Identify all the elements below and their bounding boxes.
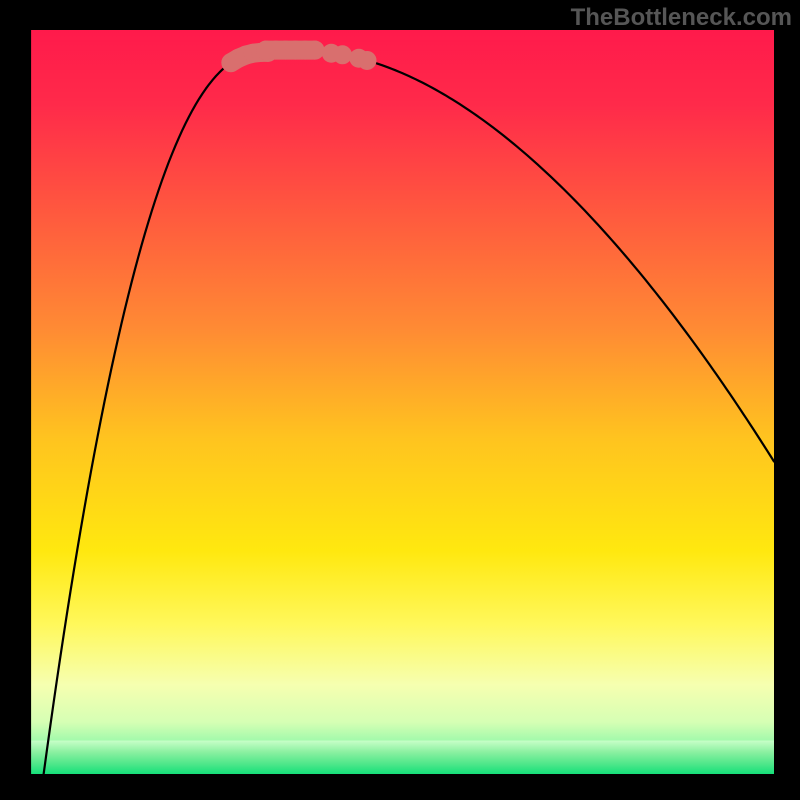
- stage: TheBottleneck.com: [0, 0, 800, 800]
- watermark-text: TheBottleneck.com: [571, 4, 792, 32]
- marker-bottom-cap: [256, 41, 275, 60]
- chart-green-band: [30, 741, 774, 774]
- marker-bottom-cap: [305, 41, 324, 60]
- marker-left-cap: [221, 53, 240, 72]
- marker-right-3: [358, 51, 377, 70]
- marker-right-1: [333, 45, 352, 64]
- bottleneck-chart: [0, 0, 800, 800]
- chart-background: [30, 30, 774, 774]
